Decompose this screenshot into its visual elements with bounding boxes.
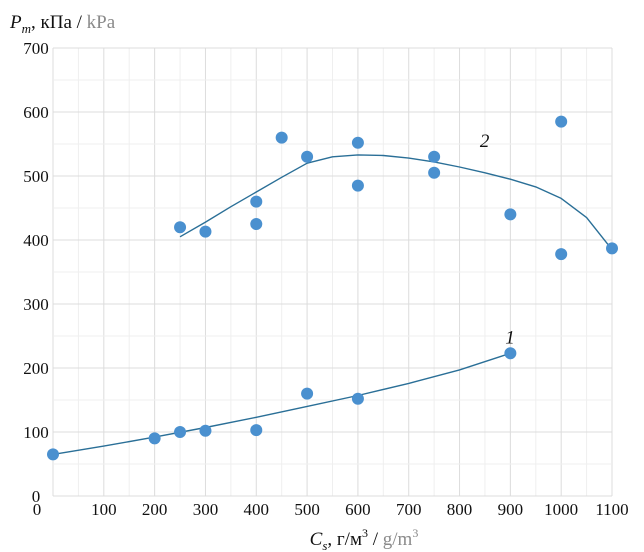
x-tick-label: 800 bbox=[447, 500, 473, 519]
x-axis-label: Cs, г/м3 / g/m3 bbox=[310, 526, 419, 552]
series-2-point bbox=[555, 115, 568, 128]
data-points bbox=[47, 115, 618, 461]
y-axis-unit-ru: , кПа / bbox=[31, 12, 87, 33]
series-2-point bbox=[301, 150, 314, 163]
series-2-point bbox=[174, 221, 187, 234]
x-axis-subscript: s bbox=[322, 538, 327, 552]
x-tick-label: 700 bbox=[396, 500, 422, 519]
series-2-point bbox=[351, 179, 364, 192]
y-axis-unit-en: kPa bbox=[87, 12, 116, 33]
x-tick-label: 400 bbox=[244, 500, 270, 519]
x-axis-unit-en-sup: 3 bbox=[412, 526, 418, 540]
series-2-point bbox=[428, 150, 441, 163]
x-axis-symbol: C bbox=[310, 529, 323, 550]
y-axis-subscript: m bbox=[22, 21, 31, 36]
y-tick-label: 500 bbox=[23, 167, 49, 186]
series-1-point bbox=[148, 432, 161, 445]
y-tick-label: 400 bbox=[23, 231, 49, 250]
x-axis-unit-en: g/m bbox=[383, 529, 413, 550]
series-2-point bbox=[504, 208, 517, 221]
y-tick-label: 0 bbox=[32, 487, 41, 506]
x-tick-label: 1000 bbox=[544, 500, 578, 519]
series-2-point bbox=[351, 136, 364, 149]
x-tick-label: 900 bbox=[498, 500, 524, 519]
series-2-point bbox=[199, 225, 212, 238]
series-1-point bbox=[250, 424, 263, 437]
x-tick-labels: 0 100 200 300 400 500 600 700 800 900 1000 1100 bbox=[33, 500, 629, 519]
series-1-point bbox=[47, 448, 59, 461]
series-1-curve bbox=[52, 352, 511, 456]
series-2-point bbox=[250, 195, 263, 208]
x-tick-label: 300 bbox=[193, 500, 219, 519]
y-tick-label: 200 bbox=[23, 359, 49, 378]
x-tick-label: 1100 bbox=[595, 500, 628, 519]
trend-curves bbox=[52, 154, 613, 456]
series-2-point bbox=[606, 242, 618, 255]
y-tick-label: 100 bbox=[23, 423, 49, 442]
x-tick-label: 200 bbox=[142, 500, 168, 519]
series-2-point bbox=[555, 248, 568, 261]
y-tick-label: 300 bbox=[23, 295, 49, 314]
series-2-curve bbox=[179, 154, 613, 251]
series-2-point bbox=[428, 166, 441, 179]
series-1-point bbox=[174, 426, 187, 438]
grid bbox=[52, 47, 613, 497]
x-tick-label: 600 bbox=[345, 500, 371, 519]
series-1-point bbox=[199, 424, 212, 437]
y-axis-label: Pm, кПа / kPa bbox=[9, 12, 116, 36]
series-2-point bbox=[275, 131, 288, 144]
y-tick-labels: 0 100 200 300 400 500 600 700 bbox=[23, 39, 49, 506]
series-1-point bbox=[504, 347, 517, 360]
series-1-label: 1 bbox=[505, 328, 515, 349]
x-tick-label: 500 bbox=[294, 500, 320, 519]
y-axis-symbol: P bbox=[9, 12, 22, 33]
series-2-point bbox=[250, 218, 263, 230]
x-tick-label: 100 bbox=[91, 500, 117, 519]
y-tick-label: 600 bbox=[23, 103, 49, 122]
x-axis-unit-ru-sup: 3 bbox=[362, 526, 368, 540]
series-1-point bbox=[301, 387, 314, 400]
x-tick-label: 0 bbox=[33, 500, 42, 519]
x-axis-unit-ru: , г/м bbox=[327, 529, 362, 550]
x-axis-separator: / bbox=[368, 529, 383, 550]
y-tick-label: 700 bbox=[23, 39, 49, 58]
series-1-point bbox=[351, 392, 364, 405]
series-2-label: 2 bbox=[480, 131, 490, 152]
